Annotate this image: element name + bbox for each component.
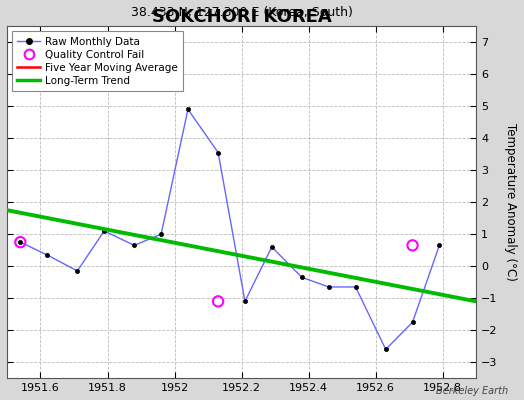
Text: Berkeley Earth: Berkeley Earth xyxy=(436,386,508,396)
Legend: Raw Monthly Data, Quality Control Fail, Five Year Moving Average, Long-Term Tren: Raw Monthly Data, Quality Control Fail, … xyxy=(12,31,183,91)
Y-axis label: Temperature Anomaly (°C): Temperature Anomaly (°C) xyxy=(504,123,517,281)
Point xyxy=(16,239,25,245)
Point xyxy=(408,242,417,248)
Text: 38.433 N, 127.300 E (Korea, South): 38.433 N, 127.300 E (Korea, South) xyxy=(130,6,353,19)
Title: SOKCHORI KOREA: SOKCHORI KOREA xyxy=(152,8,332,26)
Point xyxy=(214,298,222,304)
